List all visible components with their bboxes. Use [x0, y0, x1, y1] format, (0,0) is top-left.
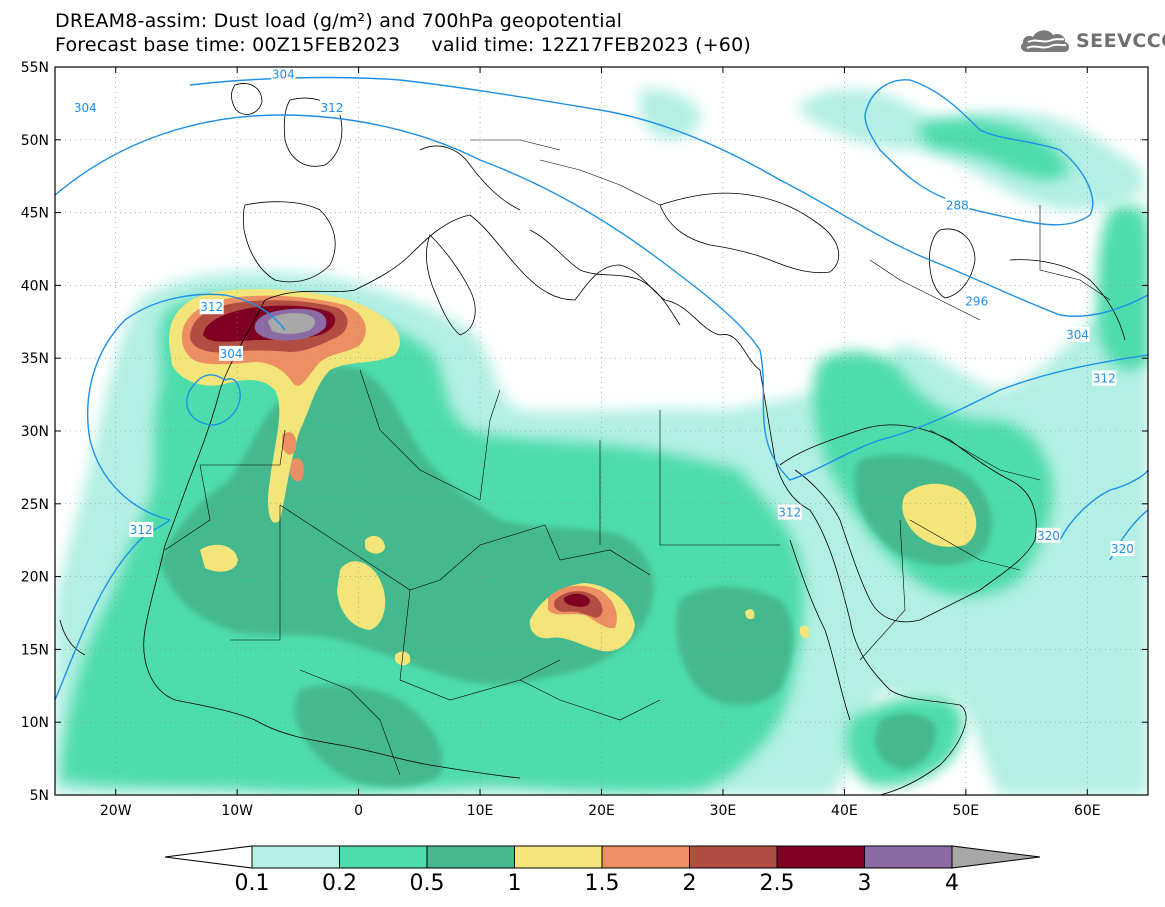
- colorbar-label: 0.5: [410, 871, 445, 896]
- colorbar-swatch: [601, 845, 690, 869]
- contour-label-bg: [73, 99, 98, 115]
- borders: [164, 139, 1111, 776]
- lat-label: 15N: [21, 642, 49, 658]
- colorbar-swatch: [776, 845, 865, 869]
- contour-label-bg: [1065, 326, 1090, 342]
- forecast-times: Forecast base time: 00Z15FEB2023 valid t…: [55, 34, 751, 56]
- colorbar-labels: 0.1 0.2 0.5 1 1.5 2 2.5 3 4: [235, 871, 960, 896]
- graticule: [55, 67, 1148, 795]
- lon-label: 40E: [831, 803, 858, 819]
- contour-label-bg: [319, 99, 344, 115]
- contour-label-bg: [1110, 540, 1135, 556]
- coastlines: [59, 83, 1126, 795]
- lon-label: 50E: [952, 803, 979, 819]
- lon-label: 0: [354, 803, 363, 819]
- colorbar: [164, 845, 1041, 869]
- colorbar-label: 3: [858, 871, 872, 896]
- contour-label: 304: [1066, 328, 1089, 342]
- longitude-labels: 20W 10W 0 10E 20E 30E 40E 50E 60E: [100, 803, 1101, 819]
- contour-label: 320: [1037, 529, 1060, 543]
- contour-label-bg: [777, 504, 802, 520]
- colorbar-swatch: [251, 845, 340, 869]
- colorbar-label: 2.5: [760, 871, 795, 896]
- lon-label: 10E: [467, 803, 494, 819]
- lon-label: 20E: [588, 803, 615, 819]
- contour-label: 304: [74, 101, 97, 115]
- lat-label: 50N: [21, 133, 49, 149]
- lat-label: 5N: [30, 788, 49, 804]
- contour-label-bg: [271, 66, 296, 82]
- contour-label: 312: [200, 300, 223, 314]
- lon-label: 20W: [100, 803, 132, 819]
- cloud-icon: [1020, 30, 1069, 52]
- seevccc-logo: SEEVCCC: [1018, 24, 1165, 58]
- contour-label: 304: [220, 347, 243, 361]
- dust-level-4: [268, 313, 315, 334]
- lat-label: 40N: [21, 278, 49, 294]
- logo-text: SEEVCCC: [1076, 30, 1165, 52]
- contour-label: 312: [320, 101, 343, 115]
- lat-label: 45N: [21, 206, 49, 222]
- contour-label-bg: [219, 345, 244, 361]
- contour-labels: 304 304 312 312 304 312 288 296 304 312 312 320 320: [73, 66, 1135, 556]
- lat-label: 20N: [21, 570, 49, 586]
- lat-label: 25N: [21, 497, 49, 513]
- colorbar-label: 1.5: [585, 871, 620, 896]
- lon-label: 60E: [1074, 803, 1101, 819]
- colorbar-swatch: [514, 845, 603, 869]
- colorbar-label: 4: [945, 871, 959, 896]
- contour-label-bg: [1036, 527, 1061, 543]
- contour-label: 312: [778, 506, 801, 520]
- colorbar-high-arrow: [951, 845, 1041, 869]
- contour-label-bg: [1092, 370, 1117, 386]
- colorbar-label: 2: [683, 871, 697, 896]
- lat-label: 55N: [21, 60, 49, 76]
- contour-label-bg: [945, 197, 970, 213]
- contour-label-bg: [199, 299, 224, 315]
- contour-label-bg: [964, 293, 989, 309]
- contour-label: 288: [946, 198, 969, 212]
- colorbar-swatch: [426, 845, 515, 869]
- geopotential-contours: [55, 76, 1148, 701]
- contour-label-bg: [129, 522, 154, 538]
- lon-label: 30E: [710, 803, 737, 819]
- latitude-labels: 55N 50N 45N 40N 35N 30N 25N 20N 15N 10N 5N: [21, 60, 49, 804]
- contour-label: 312: [130, 523, 153, 537]
- contour-label: 312: [1093, 372, 1116, 386]
- colorbar-label: 1: [508, 871, 522, 896]
- colorbar-label: 0.1: [235, 871, 270, 896]
- contour-label: 296: [965, 294, 988, 308]
- colorbar-label: 0.2: [322, 871, 357, 896]
- contour-label: 320: [1111, 542, 1134, 556]
- lat-label: 35N: [21, 351, 49, 367]
- lon-label: 10W: [221, 803, 253, 819]
- colorbar-swatch: [339, 845, 428, 869]
- colorbar-low-arrow: [164, 845, 253, 869]
- colorbar-swatch: [864, 845, 953, 869]
- colorbar-swatch: [689, 845, 778, 869]
- map-title: DREAM8-assim: Dust load (g/m²) and 700hP…: [55, 10, 623, 32]
- lat-label: 10N: [21, 715, 49, 731]
- contour-label: 304: [272, 67, 295, 81]
- axis-ticks: [55, 66, 1148, 796]
- lat-label: 30N: [21, 424, 49, 440]
